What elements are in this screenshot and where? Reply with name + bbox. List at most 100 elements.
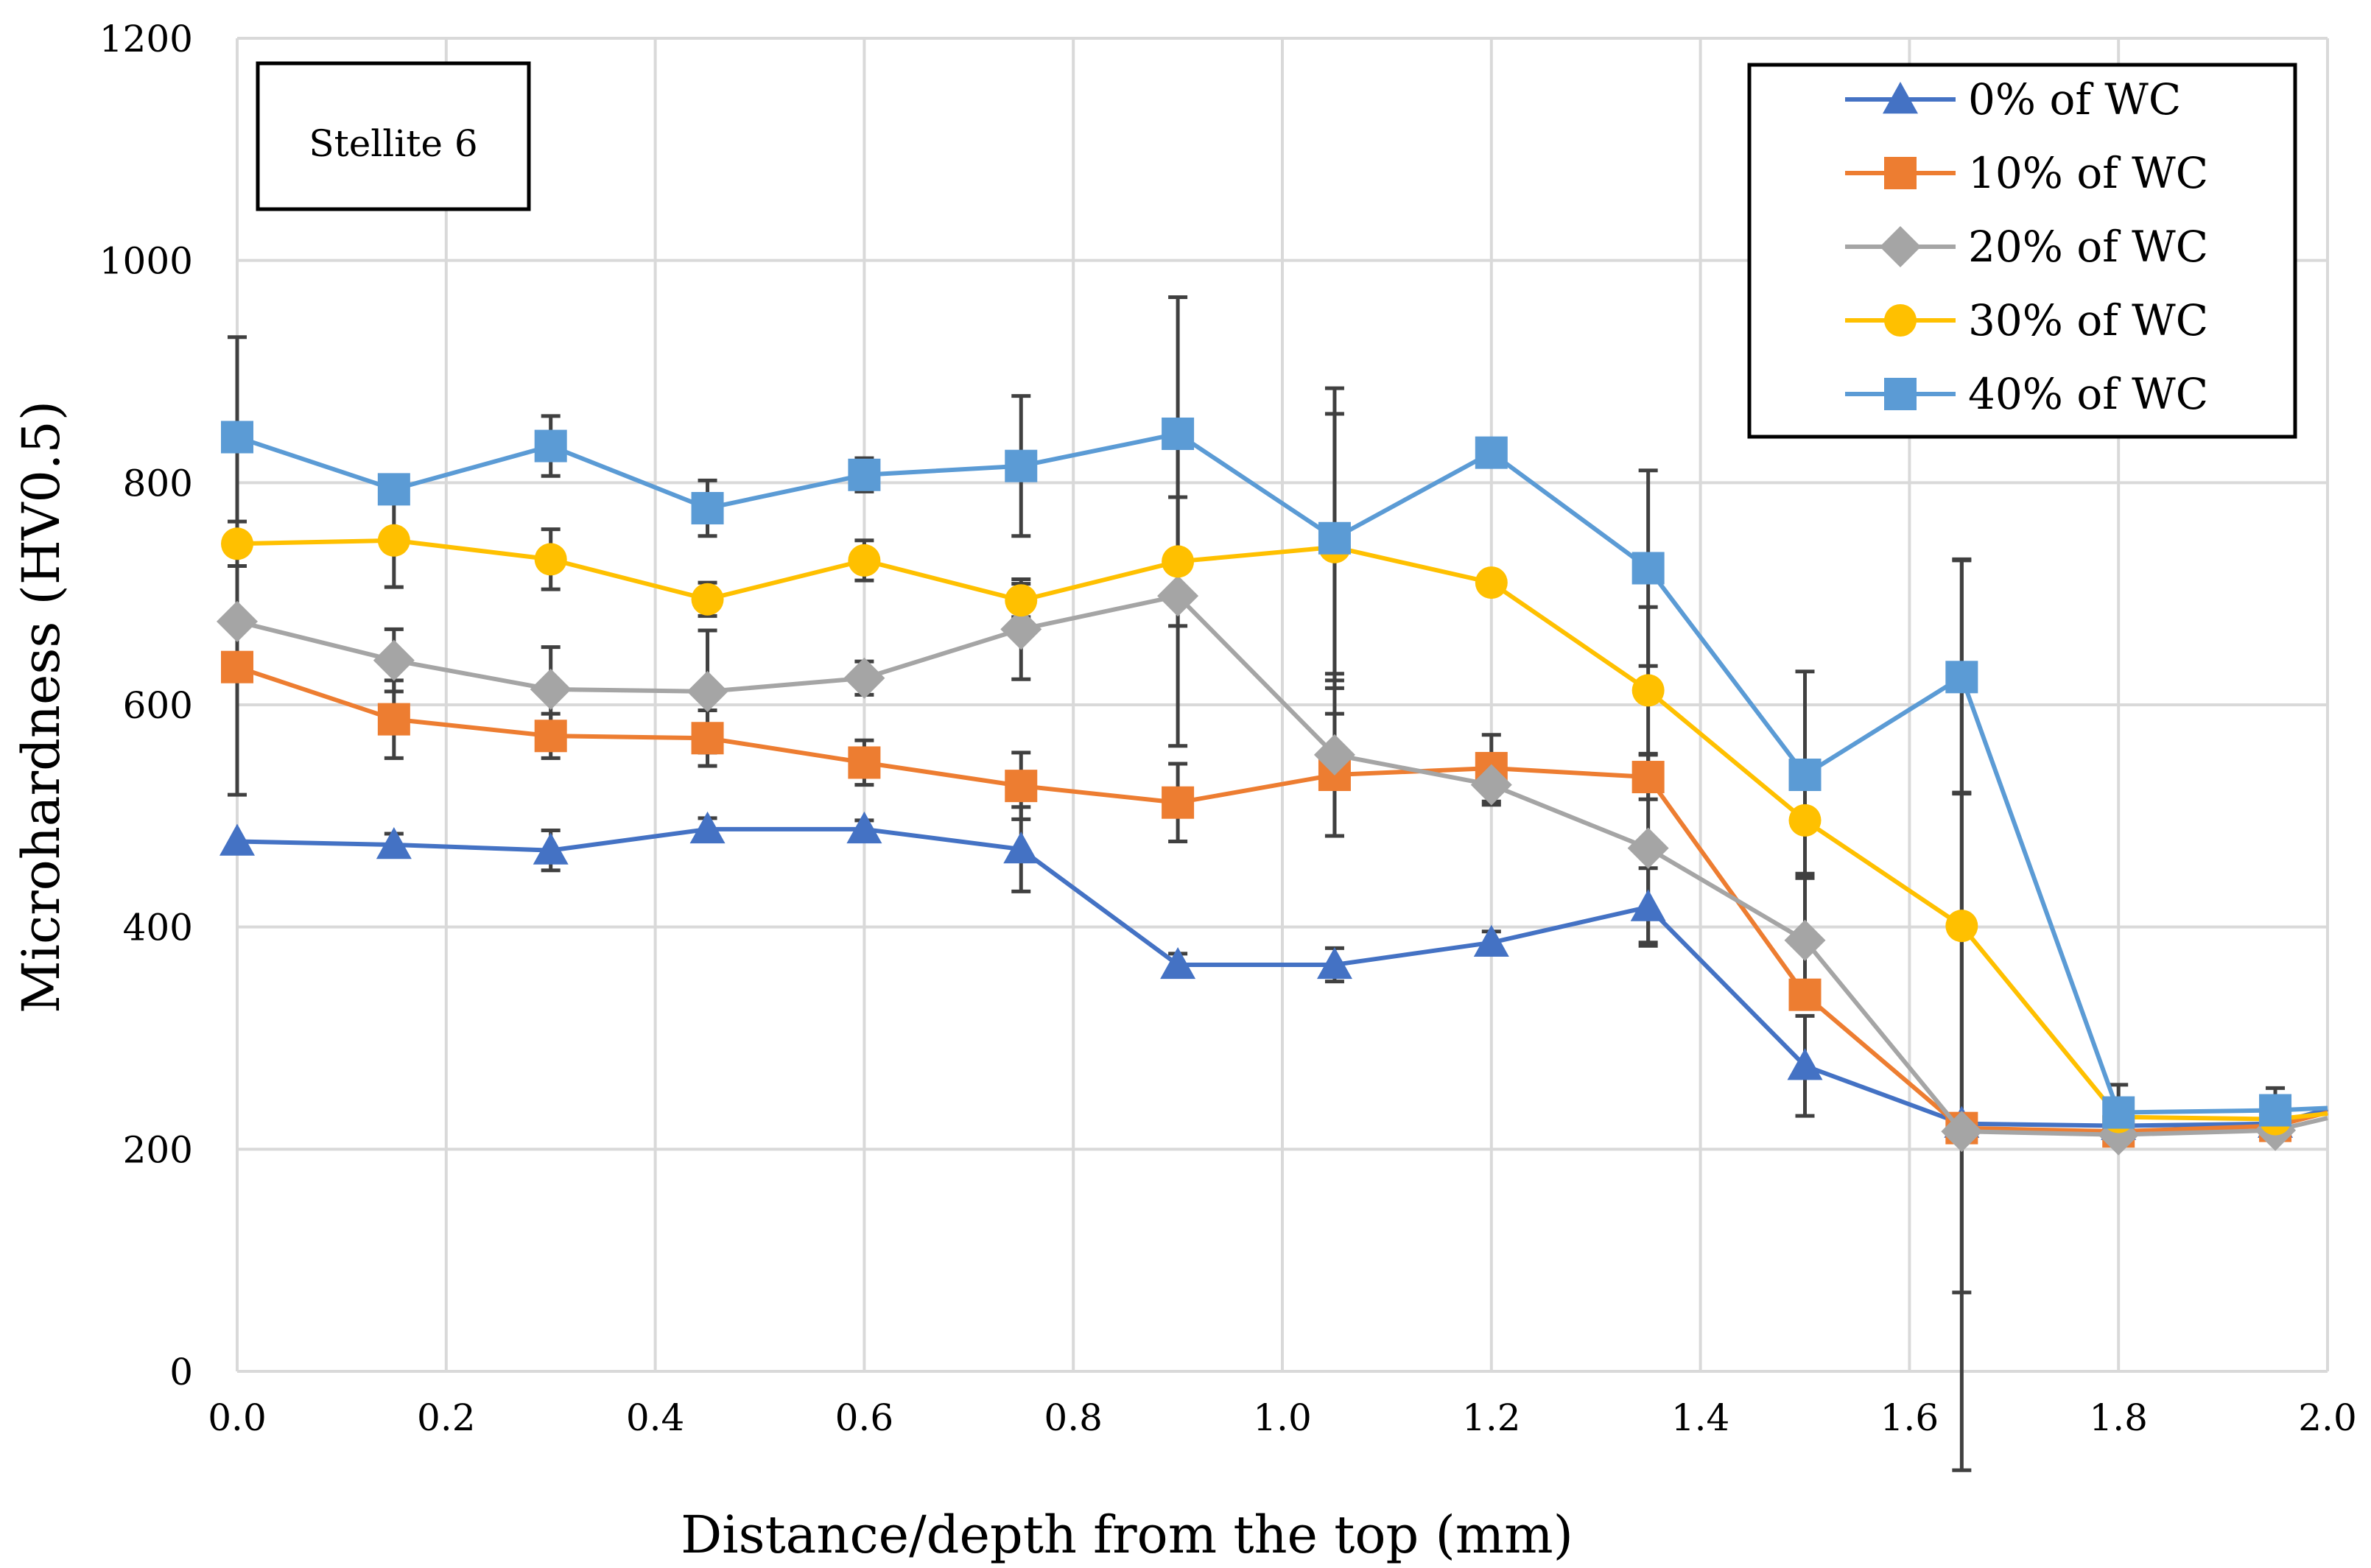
annotation-box: Stellite 6 <box>256 61 531 211</box>
data-point <box>1788 978 1822 1011</box>
legend-frame <box>1747 63 2297 439</box>
data-point <box>691 722 724 755</box>
x-tick-label: 0.8 <box>1044 1396 1103 1439</box>
legend-label: 30% of WC <box>1968 295 2208 345</box>
x-tick-label: 0.0 <box>208 1396 267 1439</box>
x-tick-label: 0.6 <box>835 1396 894 1439</box>
legend-label: 0% of WC <box>1968 74 2181 124</box>
data-point <box>376 827 412 859</box>
data-point <box>2259 1094 2292 1127</box>
data-point <box>219 823 255 856</box>
data-point <box>221 650 253 683</box>
data-point <box>1470 764 1512 806</box>
legend-item: 20% of WC <box>1845 222 2208 272</box>
data-point <box>1162 786 1195 819</box>
y-axis-title: Microhardness (HV0.5) <box>11 401 71 1013</box>
data-point <box>534 429 567 463</box>
annotation-label: Stellite 6 <box>309 122 477 165</box>
legend-label: 20% of WC <box>1968 222 2208 272</box>
data-point <box>848 458 881 491</box>
data-point <box>848 746 881 779</box>
data-point <box>373 639 415 681</box>
y-tick-label: 800 <box>123 462 193 504</box>
data-point <box>1945 661 1978 694</box>
data-point <box>2102 1096 2135 1129</box>
y-tick-label: 0 <box>169 1351 193 1393</box>
y-tick-label: 1000 <box>99 240 193 283</box>
data-point <box>534 543 567 576</box>
data-point <box>1630 889 1666 921</box>
annotation-frame <box>256 61 531 211</box>
data-point <box>1627 827 1669 869</box>
series-lines <box>217 417 2328 1156</box>
y-tick-label: 600 <box>123 684 193 727</box>
legend-label: 10% of WC <box>1968 148 2208 198</box>
data-point <box>533 832 569 865</box>
data-point <box>846 811 882 844</box>
data-point <box>1003 832 1039 864</box>
data-point <box>1475 436 1508 469</box>
data-point <box>377 473 410 506</box>
data-point <box>1316 946 1352 980</box>
data-point <box>1162 417 1195 450</box>
x-tick-label: 1.0 <box>1253 1396 1312 1439</box>
data-point <box>1941 1111 1983 1153</box>
data-point <box>1787 1048 1823 1080</box>
data-point <box>1318 521 1351 555</box>
data-point <box>1313 734 1355 776</box>
data-point <box>530 668 572 710</box>
legend-item: 30% of WC <box>1845 295 2208 345</box>
data-point <box>1784 919 1826 961</box>
data-point <box>1473 924 1509 957</box>
y-tick-label: 1200 <box>99 18 193 60</box>
x-tick-label: 2.0 <box>2298 1396 2357 1439</box>
tick-labels: 0.0 0.2 0.4 0.6 0.8 1.0 1.2 1.4 1.6 1.8 2.0 0 200 400… <box>99 18 2357 1439</box>
data-point <box>1160 946 1196 980</box>
legend-item: 0% of WC <box>1845 74 2181 124</box>
data-point <box>1000 608 1042 650</box>
data-point <box>1631 674 1665 707</box>
legend-items: 0% of WC 10% of WC 20% of WC 30% of WC 40% o… <box>1845 74 2208 419</box>
y-tick-label: 200 <box>123 1128 193 1171</box>
data-point <box>217 600 258 642</box>
data-point <box>1945 910 1978 943</box>
data-point <box>1005 449 1038 482</box>
legend-marker <box>1884 157 1917 189</box>
data-point <box>534 720 567 753</box>
legend-marker <box>1884 304 1917 337</box>
data-point <box>221 527 253 560</box>
data-point <box>689 811 726 844</box>
data-point <box>686 670 728 712</box>
legend-item: 40% of WC <box>1845 369 2208 419</box>
data-point <box>1157 575 1199 617</box>
data-point <box>1162 545 1195 578</box>
data-point <box>1631 761 1665 794</box>
data-point <box>221 421 253 454</box>
legend-marker <box>1880 226 1921 267</box>
x-tick-label: 1.8 <box>2089 1396 2148 1439</box>
legend-label: 40% of WC <box>1968 369 2208 419</box>
data-point <box>691 492 724 525</box>
legend: 0% of WC 10% of WC 20% of WC 30% of WC 40% o… <box>1747 63 2297 439</box>
data-point <box>1475 566 1508 600</box>
legend-item: 10% of WC <box>1845 148 2208 198</box>
data-point <box>1005 584 1038 617</box>
x-tick-label: 1.2 <box>1462 1396 1521 1439</box>
x-tick-label: 0.4 <box>626 1396 685 1439</box>
y-tick-label: 400 <box>123 907 193 949</box>
x-tick-label: 0.2 <box>417 1396 476 1439</box>
data-point <box>1788 804 1822 837</box>
data-point <box>377 524 410 557</box>
series-4 <box>221 417 2328 1129</box>
x-axis-title: Distance/depth from the top (mm) <box>681 1505 1573 1565</box>
data-point <box>377 703 410 736</box>
series-2 <box>217 575 2328 1156</box>
x-tick-label: 1.4 <box>1671 1396 1730 1439</box>
legend-marker <box>1884 378 1917 410</box>
legend-marker <box>1883 82 1918 114</box>
data-point <box>848 544 881 577</box>
data-point <box>1631 552 1665 585</box>
data-point <box>1788 759 1822 792</box>
data-point <box>843 657 885 699</box>
